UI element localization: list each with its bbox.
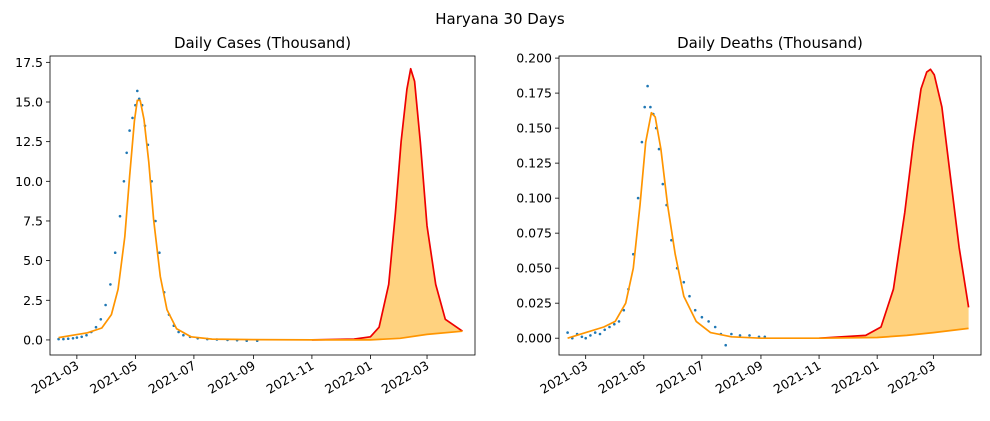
cases-observed-point — [62, 337, 65, 341]
cases-observed-point — [99, 318, 103, 321]
deaths-x-tick-label: 2021-05 — [596, 358, 649, 397]
deaths-observed-point — [622, 308, 626, 312]
cases-observed-point — [125, 151, 128, 155]
cases-observed-point — [66, 337, 70, 341]
deaths-observed-point — [566, 331, 569, 334]
cases-y-tick-label: 2.5 — [23, 293, 43, 308]
cases-observed-point — [94, 325, 98, 329]
deaths-y-tick-label: 0.175 — [516, 86, 552, 101]
deaths-observed-point — [643, 105, 646, 109]
cases-y-tick-label: 15.0 — [15, 95, 43, 110]
deaths-observed-point — [700, 315, 704, 319]
deaths-observed-point — [580, 335, 584, 339]
deaths-chart-title: Daily Deaths (Thousand) — [677, 34, 863, 52]
deaths-observed-point — [593, 331, 597, 334]
deaths-x-tick-label: 2022-01 — [829, 358, 882, 397]
deaths-observed-point — [682, 280, 686, 284]
deaths-observed-point — [661, 182, 665, 186]
deaths-observed-point — [670, 238, 673, 242]
deaths-fit-line — [567, 111, 969, 340]
cases-x-tick-label: 2021-11 — [264, 358, 317, 397]
cases-fit-line — [58, 99, 463, 341]
cases-x-tick-label: 2021-07 — [146, 358, 199, 397]
cases-observed-series — [57, 89, 259, 343]
cases-y-tick-label: 7.5 — [23, 213, 43, 228]
deaths-x-tick-label: 2021-11 — [771, 358, 824, 397]
cases-observed-point — [137, 97, 141, 101]
cases-observed-point — [118, 214, 122, 218]
deaths-observed-point — [646, 84, 649, 88]
cases-x-tick-label: 2021-09 — [205, 358, 258, 397]
cases-y-tick-label: 0.0 — [23, 332, 43, 347]
deaths-observed-point — [640, 140, 644, 144]
cases-chart-title: Daily Cases (Thousand) — [174, 34, 351, 52]
deaths-y-tick-label: 0.050 — [516, 261, 552, 276]
deaths-observed-series — [566, 84, 767, 347]
cases-observed-point — [109, 283, 112, 286]
deaths-observed-point — [603, 328, 606, 332]
deaths-y-tick-label: 0.200 — [516, 51, 552, 66]
cases-observed-point — [128, 129, 131, 132]
cases-observed-point — [57, 337, 60, 341]
deaths-y-tick-label: 0.075 — [516, 226, 552, 241]
cases-axes-frame — [49, 55, 476, 356]
cases-observed-point — [177, 330, 180, 334]
deaths-observed-point — [730, 332, 733, 336]
deaths-observed-point — [613, 322, 616, 326]
deaths-x-tick-label: 2022-03 — [885, 358, 938, 397]
deaths-y-tick-label: 0.100 — [516, 191, 552, 206]
cases-y-tick-label: 5.0 — [23, 253, 43, 268]
cases-observed-point — [158, 251, 161, 254]
cases-observed-point — [136, 89, 139, 93]
cases-observed-point — [154, 219, 157, 223]
deaths-observed-point — [608, 325, 611, 329]
deaths-observed-point — [617, 320, 621, 323]
deaths-x-tick-label: 2021-03 — [537, 358, 590, 397]
cases-observed-point — [71, 337, 75, 340]
cases-x-tick-label: 2021-05 — [87, 358, 140, 397]
cases-observed-point — [182, 333, 185, 337]
cases-y-tick-label: 10.0 — [15, 174, 43, 189]
deaths-observed-point — [649, 105, 652, 109]
deaths-observed-point — [724, 343, 727, 347]
cases-projection-line — [311, 67, 463, 341]
cases-y-tick-label: 12.5 — [15, 134, 43, 149]
deaths-observed-point — [636, 196, 640, 200]
deaths-observed-point — [688, 294, 691, 298]
cases-observed-point — [75, 336, 79, 339]
deaths-observed-point — [598, 332, 602, 336]
deaths-y-tick-label: 0.000 — [516, 331, 552, 346]
deaths-observed-point — [707, 320, 710, 323]
cases-panel: Daily Cases (Thousand) 0.0 2.5 5.0 7.5 10.0 12… — [15, 34, 476, 397]
cases-observed-point — [80, 335, 83, 339]
deaths-y-tick-label: 0.150 — [516, 121, 552, 136]
deaths-observed-point — [657, 147, 661, 151]
cases-x-tick-label: 2021-03 — [29, 358, 82, 397]
cases-observed-point — [85, 333, 88, 337]
deaths-y-tick-label: 0.025 — [516, 296, 552, 311]
cases-observed-point — [122, 180, 126, 183]
deaths-y-tick-label: 0.125 — [516, 156, 552, 171]
deaths-axes-frame — [558, 55, 982, 356]
deaths-observed-point — [589, 334, 592, 337]
deaths-projection-line — [819, 68, 970, 340]
deaths-x-tick-label: 2021-09 — [713, 358, 766, 397]
cases-observed-point — [104, 303, 107, 307]
cases-observed-point — [131, 116, 134, 120]
deaths-observed-point — [748, 334, 751, 337]
deaths-x-tick-label: 2021-07 — [654, 358, 707, 397]
deaths-projection-band — [819, 70, 969, 339]
figure-suptitle: Haryana 30 Days — [435, 10, 565, 28]
cases-x-tick-label: 2022-01 — [322, 358, 375, 397]
cases-projection-band — [311, 71, 463, 340]
deaths-observed-point — [584, 336, 587, 340]
deaths-observed-point — [738, 334, 742, 337]
cases-y-tick-label: 17.5 — [15, 55, 43, 70]
deaths-observed-point — [713, 325, 717, 329]
deaths-panel: Daily Deaths (Thousand) 0.000 0.025 0.050 0.… — [516, 34, 982, 397]
cases-observed-point — [113, 251, 117, 254]
cases-x-tick-label: 2022-03 — [379, 358, 432, 397]
deaths-observed-point — [693, 308, 697, 312]
